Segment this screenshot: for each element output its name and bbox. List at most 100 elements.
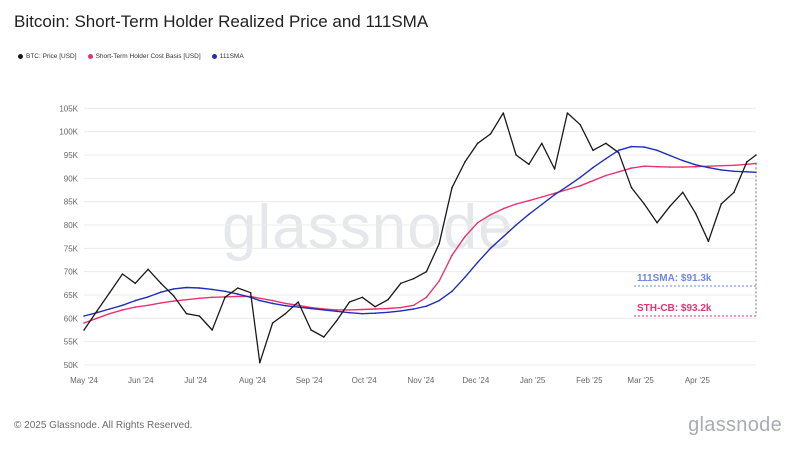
y-tick-label: 75K [64, 244, 79, 253]
data-point [121, 309, 124, 311]
data-point [297, 306, 300, 308]
data-point [605, 174, 607, 177]
data-point [707, 166, 710, 169]
data-point [374, 305, 376, 308]
data-point [515, 224, 517, 226]
data-point [147, 296, 149, 298]
data-point [656, 221, 658, 224]
data-point [249, 291, 252, 294]
x-tick-label: Jun '24 [128, 376, 154, 385]
data-point [258, 299, 261, 302]
data-point [451, 290, 453, 293]
y-tick-label: 70K [64, 268, 79, 277]
data-point [284, 312, 287, 315]
data-point [669, 205, 671, 208]
data-point [733, 170, 735, 173]
data-point [733, 191, 735, 194]
data-point [681, 159, 684, 162]
data-point [464, 161, 466, 163]
legend-label-sth-cost-basis: Short-Term Holder Cost Basis [USD] [95, 53, 201, 60]
data-point [224, 296, 226, 299]
data-point [540, 196, 543, 198]
data-point [108, 308, 111, 310]
data-point [502, 235, 505, 238]
data-point [211, 296, 213, 299]
data-point [160, 302, 162, 304]
data-point [310, 307, 312, 310]
series-line-0 [83, 112, 757, 364]
data-point [425, 305, 428, 308]
y-tick-label: 95K [64, 151, 79, 160]
data-point [323, 336, 325, 338]
data-point [412, 304, 415, 307]
data-point [198, 287, 201, 289]
data-point [198, 297, 201, 300]
data-point [566, 188, 569, 191]
footer-copyright: © 2025 Glassnode. All Rights Reserved. [14, 420, 193, 431]
y-tick-label: 85K [64, 198, 79, 207]
chart-title: Bitcoin: Short-Term Holder Realized Pric… [14, 12, 429, 31]
data-point [83, 329, 85, 331]
data-point [237, 287, 239, 289]
x-tick-label: Oct '24 [352, 376, 378, 385]
data-point [720, 169, 723, 171]
legend-dot-btc-price [18, 54, 23, 59]
data-point [566, 185, 569, 188]
data-point [502, 207, 505, 210]
data-point [185, 312, 188, 315]
data-point [284, 302, 287, 305]
data-point [147, 268, 149, 271]
x-tick-label: Dec '24 [462, 376, 489, 385]
series-line-2 [83, 145, 757, 317]
data-point [643, 165, 646, 167]
legend-item-btc-price[interactable]: BTC: Price [USD] [18, 53, 77, 60]
data-point [656, 149, 658, 152]
data-point [185, 286, 188, 289]
data-point [412, 308, 415, 310]
data-point [399, 310, 402, 312]
x-tick-label: Feb '25 [576, 376, 603, 385]
data-point [579, 176, 582, 179]
data-point [425, 270, 428, 273]
legend-item-sth-cost-basis[interactable]: Short-Term Holder Cost Basis [USD] [87, 53, 201, 60]
data-point [387, 311, 389, 314]
data-point [617, 151, 620, 154]
data-point [147, 304, 149, 307]
data-point [630, 145, 633, 148]
data-point [271, 302, 274, 305]
y-tick-label: 80K [64, 221, 79, 230]
data-point [310, 329, 312, 331]
data-point [348, 311, 351, 314]
y-tick-label: 50K [64, 361, 79, 370]
data-point [348, 301, 351, 303]
data-point [617, 149, 620, 152]
data-point [271, 322, 274, 324]
data-point [237, 293, 239, 295]
data-point [553, 168, 556, 170]
data-point [630, 186, 633, 189]
data-point [211, 329, 213, 331]
data-point [528, 199, 530, 202]
y-tick-label: 55K [64, 338, 79, 347]
data-point [108, 291, 111, 294]
data-point [160, 291, 162, 294]
data-point [755, 154, 757, 156]
legend-label-111sma: 111SMA [219, 53, 244, 60]
annotation-label-sth-cb: STH-CB: $93.2k [637, 303, 712, 314]
data-point [399, 282, 402, 285]
data-point [412, 277, 415, 280]
data-point [451, 186, 453, 189]
data-point [185, 298, 188, 301]
data-point [746, 161, 748, 163]
data-point [528, 163, 530, 166]
data-point [553, 193, 556, 196]
data-point [258, 297, 261, 300]
data-point [489, 213, 492, 216]
data-point [540, 203, 543, 206]
y-tick-label: 90K [64, 174, 79, 183]
legend-item-111sma[interactable]: 111SMA [211, 53, 244, 60]
data-point [617, 171, 620, 173]
data-point [720, 164, 723, 167]
data-point [476, 142, 479, 145]
data-point [528, 213, 530, 216]
